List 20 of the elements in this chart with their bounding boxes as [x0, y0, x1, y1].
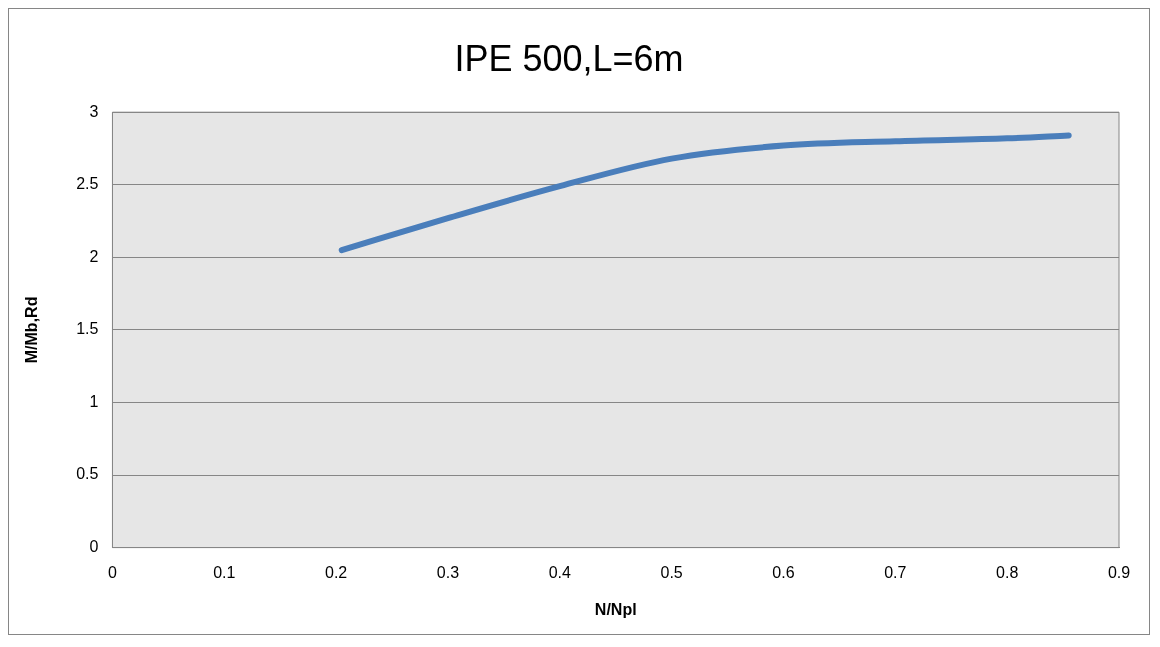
x-tick-label: 0.8 [996, 563, 1019, 581]
x-tick-label: 0.9 [1107, 563, 1131, 581]
x-tick-label: 0.5 [660, 563, 683, 581]
y-tick-label: 1.5 [76, 320, 99, 338]
x-tick-label: 0.2 [325, 563, 348, 581]
x-tick-label: 0.7 [884, 563, 907, 581]
y-tick-label: 3 [89, 102, 99, 120]
x-tick-label: 0.4 [548, 563, 572, 581]
x-tick-label: 0.3 [436, 563, 460, 581]
x-tick-label: 0.6 [772, 563, 795, 581]
y-tick-label: 2 [89, 247, 99, 265]
x-tick-label: 0.1 [213, 563, 236, 581]
y-tick-label: 0 [89, 538, 99, 556]
x-axis-title: N/Npl [594, 600, 637, 618]
y-tick-label: 2.5 [76, 175, 99, 193]
y-tick-label: 1 [89, 392, 99, 410]
x-tick-label: 0 [107, 563, 117, 581]
chart-title: IPE 500,L=6m [454, 37, 684, 79]
y-axis-title: M/Mb,Rd [23, 296, 41, 364]
y-tick-label: 0.5 [76, 465, 99, 483]
